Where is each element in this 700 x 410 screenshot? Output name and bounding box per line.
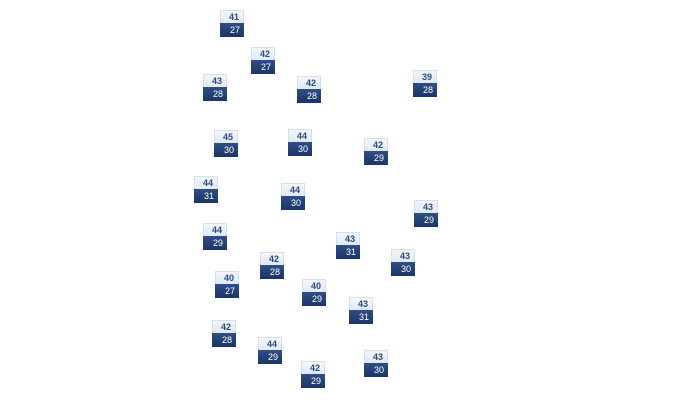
temperature-marker[interactable]: 42 29 <box>364 138 388 166</box>
temperature-marker[interactable]: 42 28 <box>212 320 236 348</box>
low-temp: 29 <box>302 292 326 306</box>
low-temp: 28 <box>203 87 227 101</box>
low-temp: 28 <box>260 265 284 279</box>
low-temp: 27 <box>215 284 239 298</box>
temperature-marker[interactable]: 40 27 <box>215 271 239 299</box>
low-temp: 29 <box>203 236 227 250</box>
temperature-marker[interactable]: 44 31 <box>194 176 218 204</box>
high-temp: 43 <box>336 232 360 245</box>
temperature-marker[interactable]: 42 28 <box>297 76 321 104</box>
high-temp: 43 <box>414 200 438 213</box>
high-temp: 44 <box>288 129 312 142</box>
low-temp: 31 <box>336 245 360 259</box>
temperature-marker[interactable]: 44 29 <box>203 223 227 251</box>
temperature-marker[interactable]: 44 30 <box>288 129 312 157</box>
temperature-marker[interactable]: 43 30 <box>391 249 415 277</box>
low-temp: 31 <box>194 189 218 203</box>
temperature-marker[interactable]: 44 29 <box>258 337 282 365</box>
high-temp: 42 <box>364 138 388 151</box>
high-temp: 42 <box>260 252 284 265</box>
temperature-marker[interactable]: 43 30 <box>364 350 388 378</box>
low-temp: 30 <box>281 196 305 210</box>
high-temp: 40 <box>215 271 239 284</box>
high-temp: 42 <box>297 76 321 89</box>
low-temp: 29 <box>301 374 325 388</box>
temperature-marker[interactable]: 44 30 <box>281 183 305 211</box>
high-temp: 44 <box>258 337 282 350</box>
temperature-marker[interactable]: 39 28 <box>413 70 437 98</box>
high-temp: 43 <box>391 249 415 262</box>
high-temp: 42 <box>301 361 325 374</box>
low-temp: 28 <box>212 333 236 347</box>
temperature-marker[interactable]: 43 28 <box>203 74 227 102</box>
high-temp: 45 <box>214 130 238 143</box>
temperature-marker[interactable]: 43 31 <box>336 232 360 260</box>
high-temp: 43 <box>364 350 388 363</box>
high-temp: 44 <box>194 176 218 189</box>
low-temp: 28 <box>413 83 437 97</box>
low-temp: 29 <box>364 151 388 165</box>
temperature-marker[interactable]: 42 28 <box>260 252 284 280</box>
low-temp: 30 <box>288 142 312 156</box>
low-temp: 30 <box>214 143 238 157</box>
low-temp: 29 <box>414 213 438 227</box>
high-temp: 39 <box>413 70 437 83</box>
high-temp: 44 <box>281 183 305 196</box>
temperature-marker[interactable]: 43 31 <box>349 297 373 325</box>
high-temp: 43 <box>203 74 227 87</box>
high-temp: 40 <box>302 279 326 292</box>
low-temp: 30 <box>364 363 388 377</box>
low-temp: 28 <box>297 89 321 103</box>
temperature-marker[interactable]: 45 30 <box>214 130 238 158</box>
low-temp: 27 <box>251 60 275 74</box>
temperature-marker[interactable]: 41 27 <box>220 10 244 38</box>
temperature-marker[interactable]: 42 27 <box>251 47 275 75</box>
temperature-marker[interactable]: 43 29 <box>414 200 438 228</box>
high-temp: 43 <box>349 297 373 310</box>
low-temp: 31 <box>349 310 373 324</box>
temperature-marker[interactable]: 40 29 <box>302 279 326 307</box>
temperature-marker[interactable]: 42 29 <box>301 361 325 389</box>
high-temp: 44 <box>203 223 227 236</box>
high-temp: 42 <box>251 47 275 60</box>
low-temp: 30 <box>391 262 415 276</box>
high-temp: 41 <box>220 10 244 23</box>
low-temp: 29 <box>258 350 282 364</box>
low-temp: 27 <box>220 23 244 37</box>
high-temp: 42 <box>212 320 236 333</box>
